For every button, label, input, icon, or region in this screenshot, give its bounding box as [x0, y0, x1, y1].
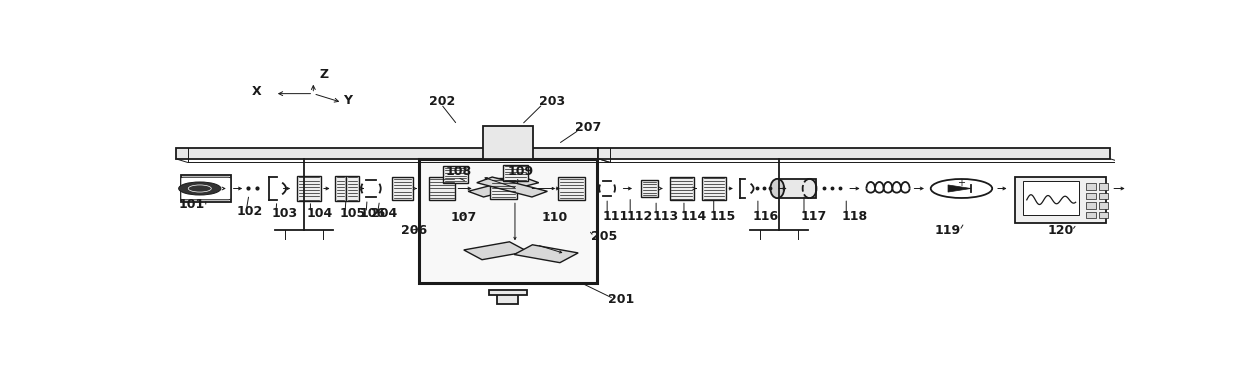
- Text: 119: 119: [934, 224, 960, 238]
- Text: 109: 109: [507, 165, 534, 178]
- Text: Y: Y: [343, 94, 352, 107]
- Text: 117: 117: [800, 209, 826, 223]
- FancyBboxPatch shape: [1087, 202, 1095, 209]
- FancyBboxPatch shape: [181, 177, 230, 200]
- FancyBboxPatch shape: [703, 177, 726, 200]
- FancyBboxPatch shape: [641, 180, 658, 197]
- FancyBboxPatch shape: [419, 159, 597, 283]
- Text: Z: Z: [320, 68, 328, 81]
- FancyBboxPatch shape: [1099, 202, 1108, 209]
- FancyBboxPatch shape: [176, 147, 598, 159]
- FancyBboxPatch shape: [1015, 177, 1106, 223]
- Text: 110: 110: [541, 211, 569, 224]
- Circle shape: [188, 185, 212, 192]
- Polygon shape: [514, 245, 579, 263]
- FancyBboxPatch shape: [1023, 181, 1079, 215]
- Circle shape: [178, 182, 221, 195]
- Text: 201: 201: [608, 293, 634, 306]
- FancyBboxPatch shape: [181, 175, 230, 202]
- FancyBboxPatch shape: [559, 177, 585, 199]
- Text: 106: 106: [359, 207, 385, 220]
- Text: X: X: [252, 85, 261, 98]
- FancyBboxPatch shape: [346, 176, 359, 201]
- Text: 120: 120: [1048, 224, 1074, 238]
- Text: 102: 102: [237, 205, 263, 218]
- FancyBboxPatch shape: [392, 177, 413, 199]
- Circle shape: [930, 179, 992, 198]
- FancyBboxPatch shape: [1087, 212, 1095, 218]
- Text: 103: 103: [273, 207, 299, 220]
- FancyBboxPatch shape: [336, 176, 346, 201]
- Text: 118: 118: [841, 209, 867, 223]
- Text: 105: 105: [339, 207, 366, 220]
- Text: 116: 116: [752, 209, 778, 223]
- Text: 204: 204: [370, 207, 398, 220]
- FancyBboxPatch shape: [669, 177, 694, 200]
- Text: 202: 202: [429, 95, 455, 109]
- Text: 107: 107: [451, 211, 477, 224]
- Text: 104: 104: [306, 207, 333, 220]
- Text: 114: 114: [680, 209, 706, 223]
- Text: 115: 115: [710, 209, 736, 223]
- FancyBboxPatch shape: [444, 166, 468, 182]
- FancyBboxPatch shape: [1099, 192, 1108, 199]
- FancyBboxPatch shape: [598, 147, 1110, 159]
- Text: 203: 203: [539, 95, 565, 109]
- Text: 113: 113: [652, 209, 679, 223]
- FancyBboxPatch shape: [1099, 212, 1108, 218]
- Text: 111: 111: [602, 209, 628, 223]
- FancyBboxPatch shape: [1087, 183, 1095, 190]
- FancyBboxPatch shape: [1087, 192, 1095, 199]
- Polygon shape: [468, 177, 539, 197]
- FancyBboxPatch shape: [777, 179, 817, 198]
- Text: +: +: [958, 178, 965, 188]
- Text: 206: 206: [400, 224, 426, 238]
- Ellipse shape: [771, 179, 784, 198]
- FancyBboxPatch shape: [297, 176, 321, 201]
- FancyBboxPatch shape: [491, 178, 518, 199]
- FancyBboxPatch shape: [1139, 194, 1219, 209]
- FancyBboxPatch shape: [497, 292, 518, 304]
- Text: 101: 101: [178, 198, 206, 211]
- Text: 207: 207: [575, 121, 602, 134]
- Polygon shape: [463, 242, 528, 260]
- Polygon shape: [1129, 212, 1229, 224]
- Text: 205: 205: [591, 230, 617, 243]
- FancyBboxPatch shape: [503, 165, 528, 181]
- Text: 108: 108: [446, 165, 472, 178]
- FancyBboxPatch shape: [1099, 183, 1108, 190]
- FancyBboxPatch shape: [483, 126, 533, 159]
- FancyBboxPatch shape: [429, 177, 456, 199]
- Text: 112: 112: [627, 209, 653, 223]
- Polygon shape: [948, 185, 971, 192]
- FancyBboxPatch shape: [1134, 187, 1224, 212]
- Polygon shape: [477, 177, 548, 197]
- FancyBboxPatch shape: [488, 290, 527, 295]
